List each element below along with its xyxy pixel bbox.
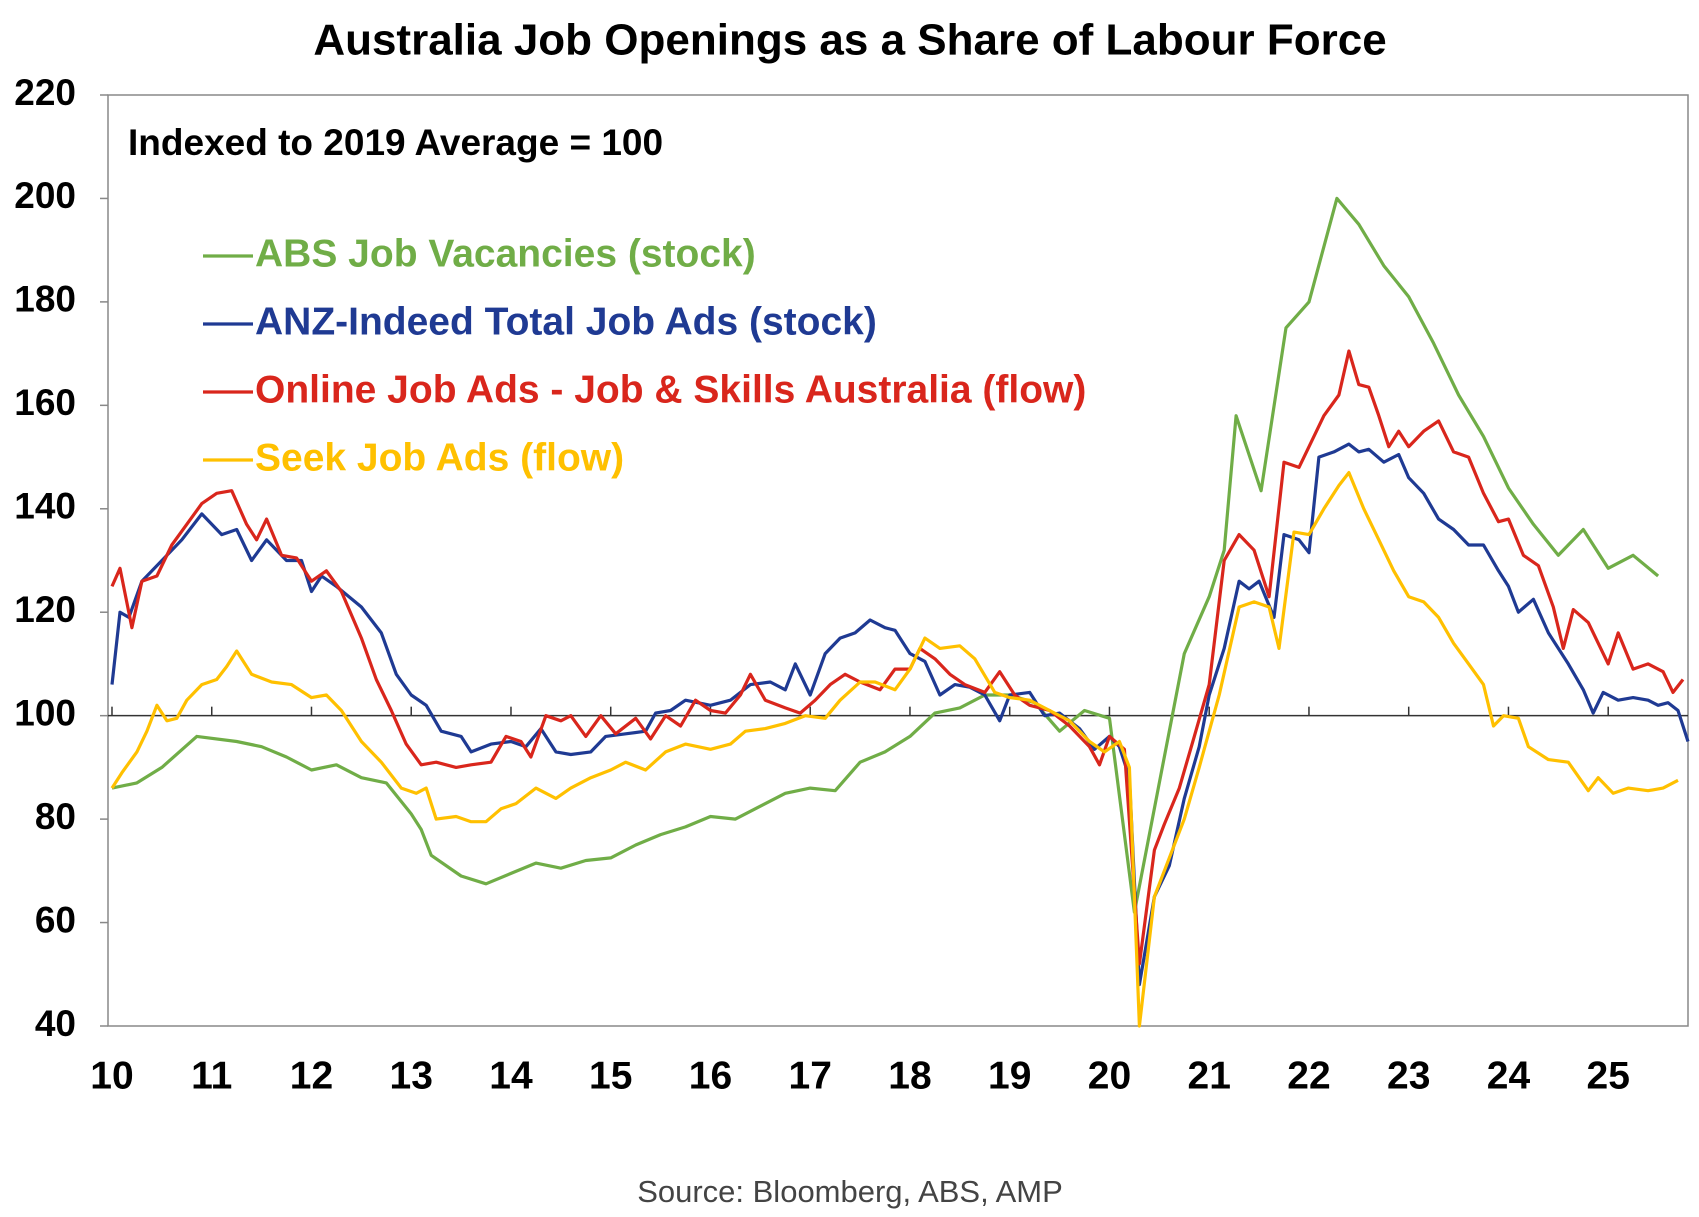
x-tick-label: 14 (489, 1054, 533, 1097)
chart-title: Australia Job Openings as a Share of Lab… (313, 16, 1386, 65)
x-tick-label: 15 (589, 1054, 632, 1097)
x-tick-label: 11 (191, 1054, 232, 1097)
legend-label: ABS Job Vacancies (stock) (255, 232, 756, 275)
legend-label: ANZ-Indeed Total Job Ads (stock) (255, 300, 877, 343)
y-tick-label: 180 (14, 279, 76, 320)
x-tick-label: 18 (888, 1054, 931, 1097)
series-line (110, 471, 1679, 1028)
x-tick-label: 22 (1287, 1054, 1330, 1097)
y-tick-label: 200 (14, 175, 76, 216)
x-tick-label: 17 (789, 1054, 832, 1097)
plot-frame (107, 94, 1689, 1027)
legend-label: Seek Job Ads (flow) (255, 436, 624, 479)
source-note: Source: Bloomberg, ABS, AMP (637, 1174, 1063, 1209)
y-tick-label: 80 (35, 796, 76, 837)
x-tick-label: 19 (988, 1054, 1031, 1097)
x-tick-label: 24 (1487, 1054, 1531, 1097)
x-tick-label: 20 (1088, 1054, 1131, 1097)
chart-subtitle: Indexed to 2019 Average = 100 (128, 122, 663, 163)
legend-label: Online Job Ads - Job & Skills Australia … (255, 368, 1086, 411)
x-tick-label: 25 (1587, 1054, 1630, 1097)
x-tick-label: 23 (1387, 1054, 1430, 1097)
x-tick-label: 10 (90, 1054, 133, 1097)
x-tick-label: 13 (390, 1054, 433, 1097)
y-tick-label: 60 (35, 899, 76, 940)
y-tick-label: 120 (14, 589, 76, 630)
x-tick-label: 16 (689, 1054, 732, 1097)
y-tick-label: 160 (14, 382, 76, 423)
y-tick-label: 40 (35, 1003, 76, 1044)
series-line (111, 196, 1660, 914)
x-tick-label: 21 (1188, 1054, 1231, 1097)
y-tick-label: 100 (14, 692, 76, 733)
y-tick-label: 140 (14, 486, 76, 527)
y-tick-label: 220 (14, 72, 76, 113)
series-line (110, 442, 1690, 987)
x-tick-label: 12 (290, 1054, 333, 1097)
